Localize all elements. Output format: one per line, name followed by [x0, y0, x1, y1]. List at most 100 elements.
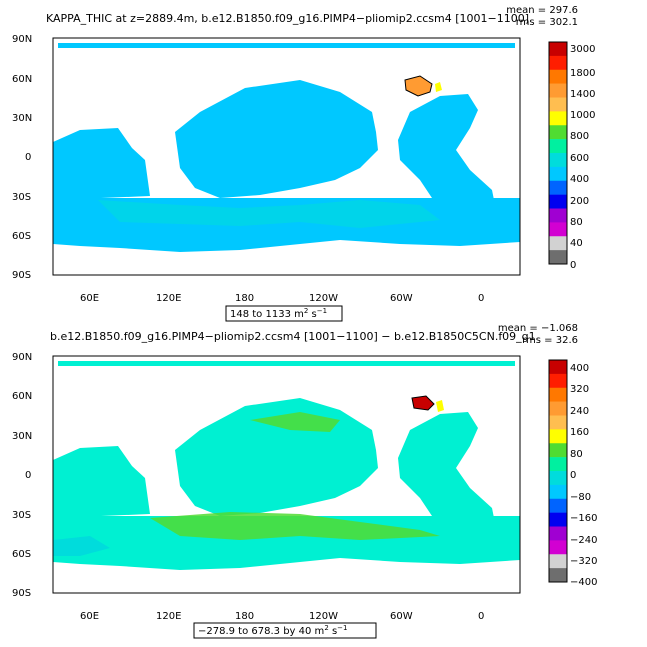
top-lon-label: 120W	[309, 293, 338, 304]
bottom-colorbar-label: 240	[570, 406, 589, 417]
top-colorbar-labels: 3000 1800 1400 1000 800 600 400 200 80 4…	[570, 44, 595, 271]
bottom-colorbar-label: −80	[570, 492, 591, 503]
bottom-colorbar-frame	[548, 359, 568, 583]
bottom-lon-axis: 60E 120E 180 120W 60W 0	[80, 611, 484, 622]
top-lat-label: 30N	[12, 113, 32, 124]
top-lat-label: 0	[25, 152, 31, 163]
top-colorbar-label: 3000	[570, 44, 595, 55]
bottom-colorbar-label: −240	[570, 535, 597, 546]
top-colorbar-swatch	[549, 222, 567, 237]
bottom-rms: rms = 32.6	[522, 335, 578, 346]
bottom-greenland-sea-yellow	[436, 400, 444, 412]
top-rms: rms = 302.1	[516, 17, 578, 28]
top-colorbar-swatch	[549, 236, 567, 251]
top-lat-label: 60N	[12, 74, 32, 85]
top-indian-ocean	[53, 128, 150, 200]
bottom-colorbar-labels: 400 320 240 160 80 0 −80 −160 −240 −320 …	[570, 363, 597, 588]
top-colorbar-label: 800	[570, 131, 589, 142]
top-colorbar-swatch	[549, 111, 567, 126]
bottom-colorbar-swatch	[549, 526, 567, 541]
top-greenland-sea-yellow	[435, 82, 442, 92]
bottom-lat-label: 0	[25, 470, 31, 481]
bottom-lon-label: 60W	[390, 611, 413, 622]
bottom-lon-label: 120E	[156, 611, 181, 622]
bottom-range-supneg1: −1	[337, 624, 347, 632]
top-range-prefix: 148 to 1133 m	[230, 309, 304, 320]
top-range-box	[225, 305, 343, 322]
top-pacific-ocean	[175, 80, 378, 198]
bottom-atlantic-ocean	[398, 412, 496, 528]
bottom-lat-label: 90N	[12, 352, 32, 363]
top-colorbar-swatch	[549, 69, 567, 84]
bottom-colorbar-swatch	[549, 360, 567, 375]
bottom-map-frame	[52, 355, 521, 594]
bottom-lon-label: 60E	[80, 611, 99, 622]
bottom-colorbar-label: 160	[570, 427, 589, 438]
top-lat-label: 60S	[12, 231, 31, 242]
bottom-colorbar-label: 0	[570, 470, 576, 481]
top-lon-label: 180	[235, 293, 254, 304]
top-lon-label: 60W	[390, 293, 413, 304]
top-colorbar-swatch	[549, 42, 567, 57]
bottom-lat-label: 90S	[12, 588, 31, 599]
top-colorbar-swatch	[549, 55, 567, 71]
bottom-lat-label: 60S	[12, 549, 31, 560]
bottom-arctic-ocean	[58, 361, 515, 366]
top-map-frame	[52, 37, 521, 276]
bottom-colorbar-label: −320	[570, 556, 597, 567]
top-southern-ocean-light	[98, 200, 440, 228]
bottom-lat-label: 30N	[12, 431, 32, 442]
bottom-colorbar-swatch	[549, 568, 567, 583]
top-colorbar-label: 40	[570, 238, 583, 249]
bottom-greenland-sea-high	[411, 395, 435, 411]
bottom-lon-label: 120W	[309, 611, 338, 622]
top-ocean-field	[53, 43, 520, 252]
bottom-range-label: −278.9 to 678.3 by 40 m2 s−1	[198, 624, 348, 637]
bottom-range-s: s	[329, 626, 337, 637]
bottom-colorbar-swatch	[549, 471, 567, 486]
panel-bottom: b.e12.B1850.f09_g16.PIMP4−pliomip2.ccsm4…	[12, 323, 597, 639]
bottom-colorbar-swatch	[549, 401, 567, 416]
top-lon-axis: 60E 120E 180 120W 60W 0	[80, 293, 484, 304]
bottom-indian-ocean	[53, 446, 150, 518]
top-colorbar-label: 200	[570, 196, 589, 207]
top-colorbar-swatch	[549, 180, 567, 195]
bottom-colorbar-swatch	[549, 554, 567, 569]
bottom-colorbar-swatch	[549, 540, 567, 555]
bottom-lat-axis: 90N 60N 30N 0 30S 60S 90S	[12, 352, 32, 599]
top-mean: mean = 297.6	[506, 5, 578, 16]
top-greenland-sea-high	[404, 75, 433, 97]
bottom-colorbar-swatch	[549, 373, 567, 389]
top-colorbar-swatch	[549, 83, 567, 98]
top-colorbar-label: 0	[570, 260, 576, 271]
top-lat-label: 30S	[12, 192, 31, 203]
top-colorbar-label: 1400	[570, 89, 595, 100]
top-atlantic-ocean	[398, 94, 496, 210]
top-colorbar-swatch	[549, 250, 567, 265]
bottom-lat-label: 30S	[12, 510, 31, 521]
top-colorbar-label: 400	[570, 174, 589, 185]
top-range-label: 148 to 1133 m2 s−1	[230, 307, 327, 320]
bottom-colorbar-label: −160	[570, 513, 597, 524]
bottom-colorbar-swatch	[549, 457, 567, 472]
top-colorbar-swatch	[549, 166, 567, 182]
top-range-s: s	[308, 309, 316, 320]
top-colorbar-label: 1000	[570, 110, 595, 121]
top-colorbar-swatch	[549, 153, 567, 168]
top-colorbar	[548, 41, 568, 265]
bottom-colorbar-label: −400	[570, 577, 597, 588]
top-range-sup2: 2	[304, 307, 308, 315]
top-colorbar-swatch	[549, 208, 567, 223]
bottom-range-sup2: 2	[324, 624, 328, 632]
bottom-lon-label: 180	[235, 611, 254, 622]
top-colorbar-swatch	[549, 194, 567, 209]
top-colorbar-swatch	[549, 125, 567, 140]
bottom-lon-label: 0	[478, 611, 484, 622]
top-colorbar-swatch	[549, 139, 567, 154]
bottom-southern-cyan	[53, 536, 110, 556]
top-lat-label: 90S	[12, 270, 31, 281]
top-lat-axis: 90N 60N 30N 0 30S 60S 90S	[12, 34, 32, 281]
bottom-colorbar-swatch	[549, 429, 567, 444]
bottom-colorbar-swatch	[549, 443, 567, 458]
